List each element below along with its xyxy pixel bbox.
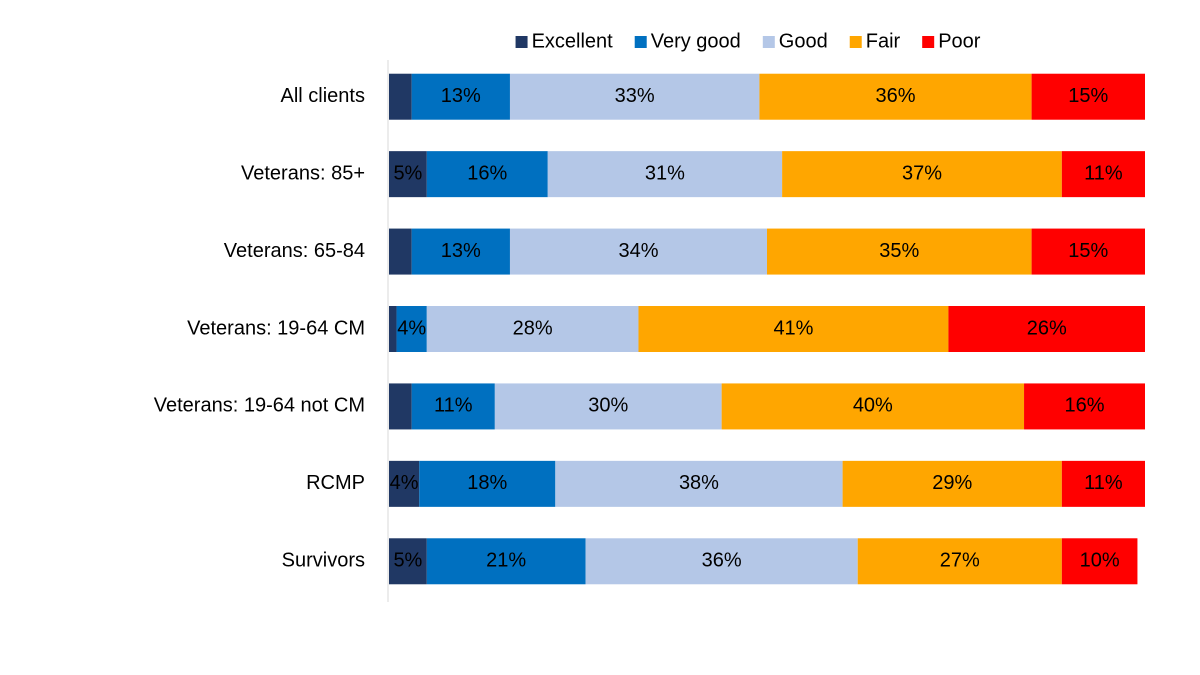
bar-segment	[389, 151, 427, 198]
bar-segment	[759, 73, 1032, 120]
value-label: 11%	[1084, 472, 1123, 494]
bar-segment	[389, 73, 412, 120]
bar-segment	[857, 538, 1062, 585]
bar-segment	[389, 460, 420, 507]
bar-segment	[555, 460, 843, 507]
value-label: 29%	[932, 472, 972, 494]
y-tick-label: RCMP	[306, 472, 365, 494]
bar-segment	[426, 306, 639, 352]
value-label: 10%	[1080, 550, 1120, 572]
bar-segment	[1061, 538, 1138, 585]
legend-swatch	[922, 36, 935, 48]
value-label: 4%	[390, 472, 419, 494]
bar-segment	[494, 383, 722, 430]
value-label: 13%	[441, 85, 481, 107]
value-label: 5%	[393, 162, 422, 184]
value-label: 5%	[393, 550, 422, 572]
bar-segment	[1061, 460, 1145, 507]
legend-swatch	[634, 36, 647, 48]
bar-segment	[509, 228, 767, 275]
bar-segment	[1024, 383, 1145, 430]
value-label: 40%	[853, 395, 893, 417]
value-label: 37%	[902, 162, 942, 184]
y-tick-label: All clients	[281, 85, 365, 107]
value-label: 28%	[513, 317, 553, 339]
bar-segment	[426, 151, 548, 198]
legend-swatch	[849, 36, 862, 48]
bar-segment	[389, 538, 427, 585]
y-tick-label: Survivors	[282, 550, 365, 572]
value-label: 27%	[940, 550, 980, 572]
bar-segment	[721, 383, 1025, 430]
bar-segment	[948, 306, 1145, 352]
bar-segment	[1031, 73, 1145, 120]
y-tick-label: Veterans: 19-64 not CM	[154, 395, 365, 417]
value-label: 30%	[588, 395, 628, 417]
bar-segment	[411, 73, 510, 120]
bar-segment	[638, 306, 949, 352]
value-label: 18%	[467, 472, 507, 494]
value-label: 31%	[645, 162, 685, 184]
bar-segment	[389, 228, 412, 275]
bar-segment	[419, 460, 556, 507]
value-label: 11%	[434, 395, 473, 417]
bar-segment	[547, 151, 783, 198]
legend-label: Fair	[866, 30, 901, 52]
bar-segment	[1031, 228, 1145, 275]
bar-segment	[842, 460, 1062, 507]
value-label: 16%	[1065, 395, 1105, 417]
value-label: 4%	[397, 317, 426, 339]
legend-label: Good	[779, 30, 828, 52]
value-label: 36%	[876, 85, 916, 107]
value-label: 21%	[486, 550, 526, 572]
bar-segment	[509, 73, 760, 120]
bar-segment	[411, 383, 495, 430]
value-label: 15%	[1068, 85, 1108, 107]
value-label: 33%	[615, 85, 655, 107]
legend-label: Excellent	[532, 30, 614, 52]
legend-label: Very good	[651, 30, 741, 52]
bar-segment	[767, 228, 1032, 275]
value-label: 11%	[1084, 162, 1123, 184]
value-label: 13%	[441, 240, 481, 262]
bar-segment	[585, 538, 858, 585]
y-tick-label: Veterans: 19-64 CM	[187, 317, 365, 339]
legend-swatch	[515, 36, 528, 48]
value-label: 38%	[679, 472, 719, 494]
legend-label: Poor	[938, 30, 981, 52]
value-label: 41%	[773, 317, 813, 339]
y-tick-label: Veterans: 65-84	[224, 240, 365, 262]
bar-segment	[782, 151, 1062, 198]
legend-swatch	[762, 36, 775, 48]
bar-segment	[426, 538, 586, 585]
bar-segment	[1061, 151, 1145, 198]
bar-segment	[411, 228, 510, 275]
value-label: 15%	[1068, 240, 1108, 262]
bar-segment	[389, 383, 412, 430]
value-label: 34%	[618, 240, 658, 262]
y-tick-label: Veterans: 85+	[241, 162, 365, 184]
value-label: 35%	[879, 240, 919, 262]
value-label: 16%	[467, 162, 507, 184]
bar-segment	[389, 306, 397, 352]
value-label: 36%	[702, 550, 742, 572]
bar-segment	[396, 306, 427, 352]
value-label: 26%	[1027, 317, 1067, 339]
